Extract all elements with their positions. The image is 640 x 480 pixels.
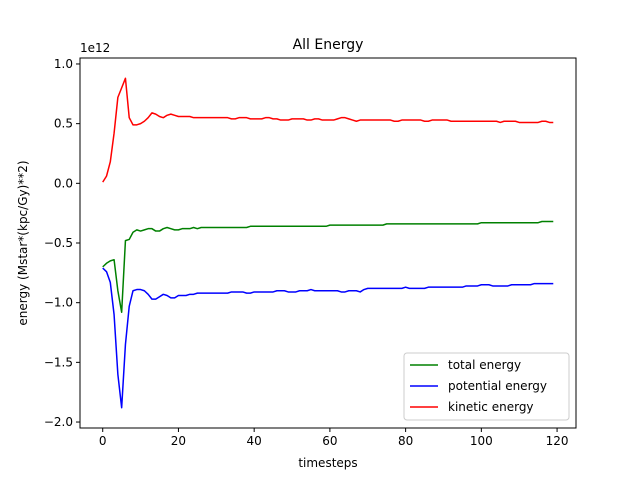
series-lines	[102, 77, 554, 409]
y-tick-label: 0.5	[54, 117, 73, 131]
y-tick-label: −0.5	[44, 236, 73, 250]
y-offset-text: 1e12	[80, 41, 110, 55]
y-tick-label: −1.0	[44, 296, 73, 310]
series-line-kinetic-energy	[102, 77, 554, 183]
y-tick-label: 1.0	[54, 57, 73, 71]
x-tick-label: 120	[546, 434, 569, 448]
y-tick-label: 0.0	[54, 176, 73, 190]
x-tick-label: 60	[322, 434, 337, 448]
series-line-total-energy	[102, 220, 554, 313]
legend: total energy potential energy kinetic ener…	[403, 352, 570, 421]
x-tick-label: 80	[398, 434, 413, 448]
x-tick-label: 20	[171, 434, 186, 448]
y-tick-label: −1.5	[44, 355, 73, 369]
chart-title: All Energy	[293, 37, 364, 53]
y-tick-label: −2.0	[44, 415, 73, 429]
series-line-potential-energy	[102, 267, 554, 409]
legend-label: total energy	[448, 358, 521, 372]
legend-label: potential energy	[448, 379, 547, 393]
legend-label: kinetic energy	[448, 400, 534, 414]
x-tick-label: 40	[247, 434, 262, 448]
plot-area: 0 20 40 60 80 100 120 −2.0 −1.5 −1.0 −0.5 0.0 0.5 1.…	[44, 57, 577, 448]
y-axis: −2.0 −1.5 −1.0 −0.5 0.0 0.5 1.0	[44, 57, 80, 429]
x-tick-label: 100	[470, 434, 493, 448]
x-tick-label: 0	[99, 434, 107, 448]
legend-box	[403, 352, 570, 421]
y-axis-label: energy (Mstar*(kpc/Gy)**2)	[16, 160, 30, 325]
axes-frame	[79, 57, 577, 429]
x-axis-label: timesteps	[298, 456, 357, 470]
x-axis: 0 20 40 60 80 100 120	[99, 428, 569, 448]
